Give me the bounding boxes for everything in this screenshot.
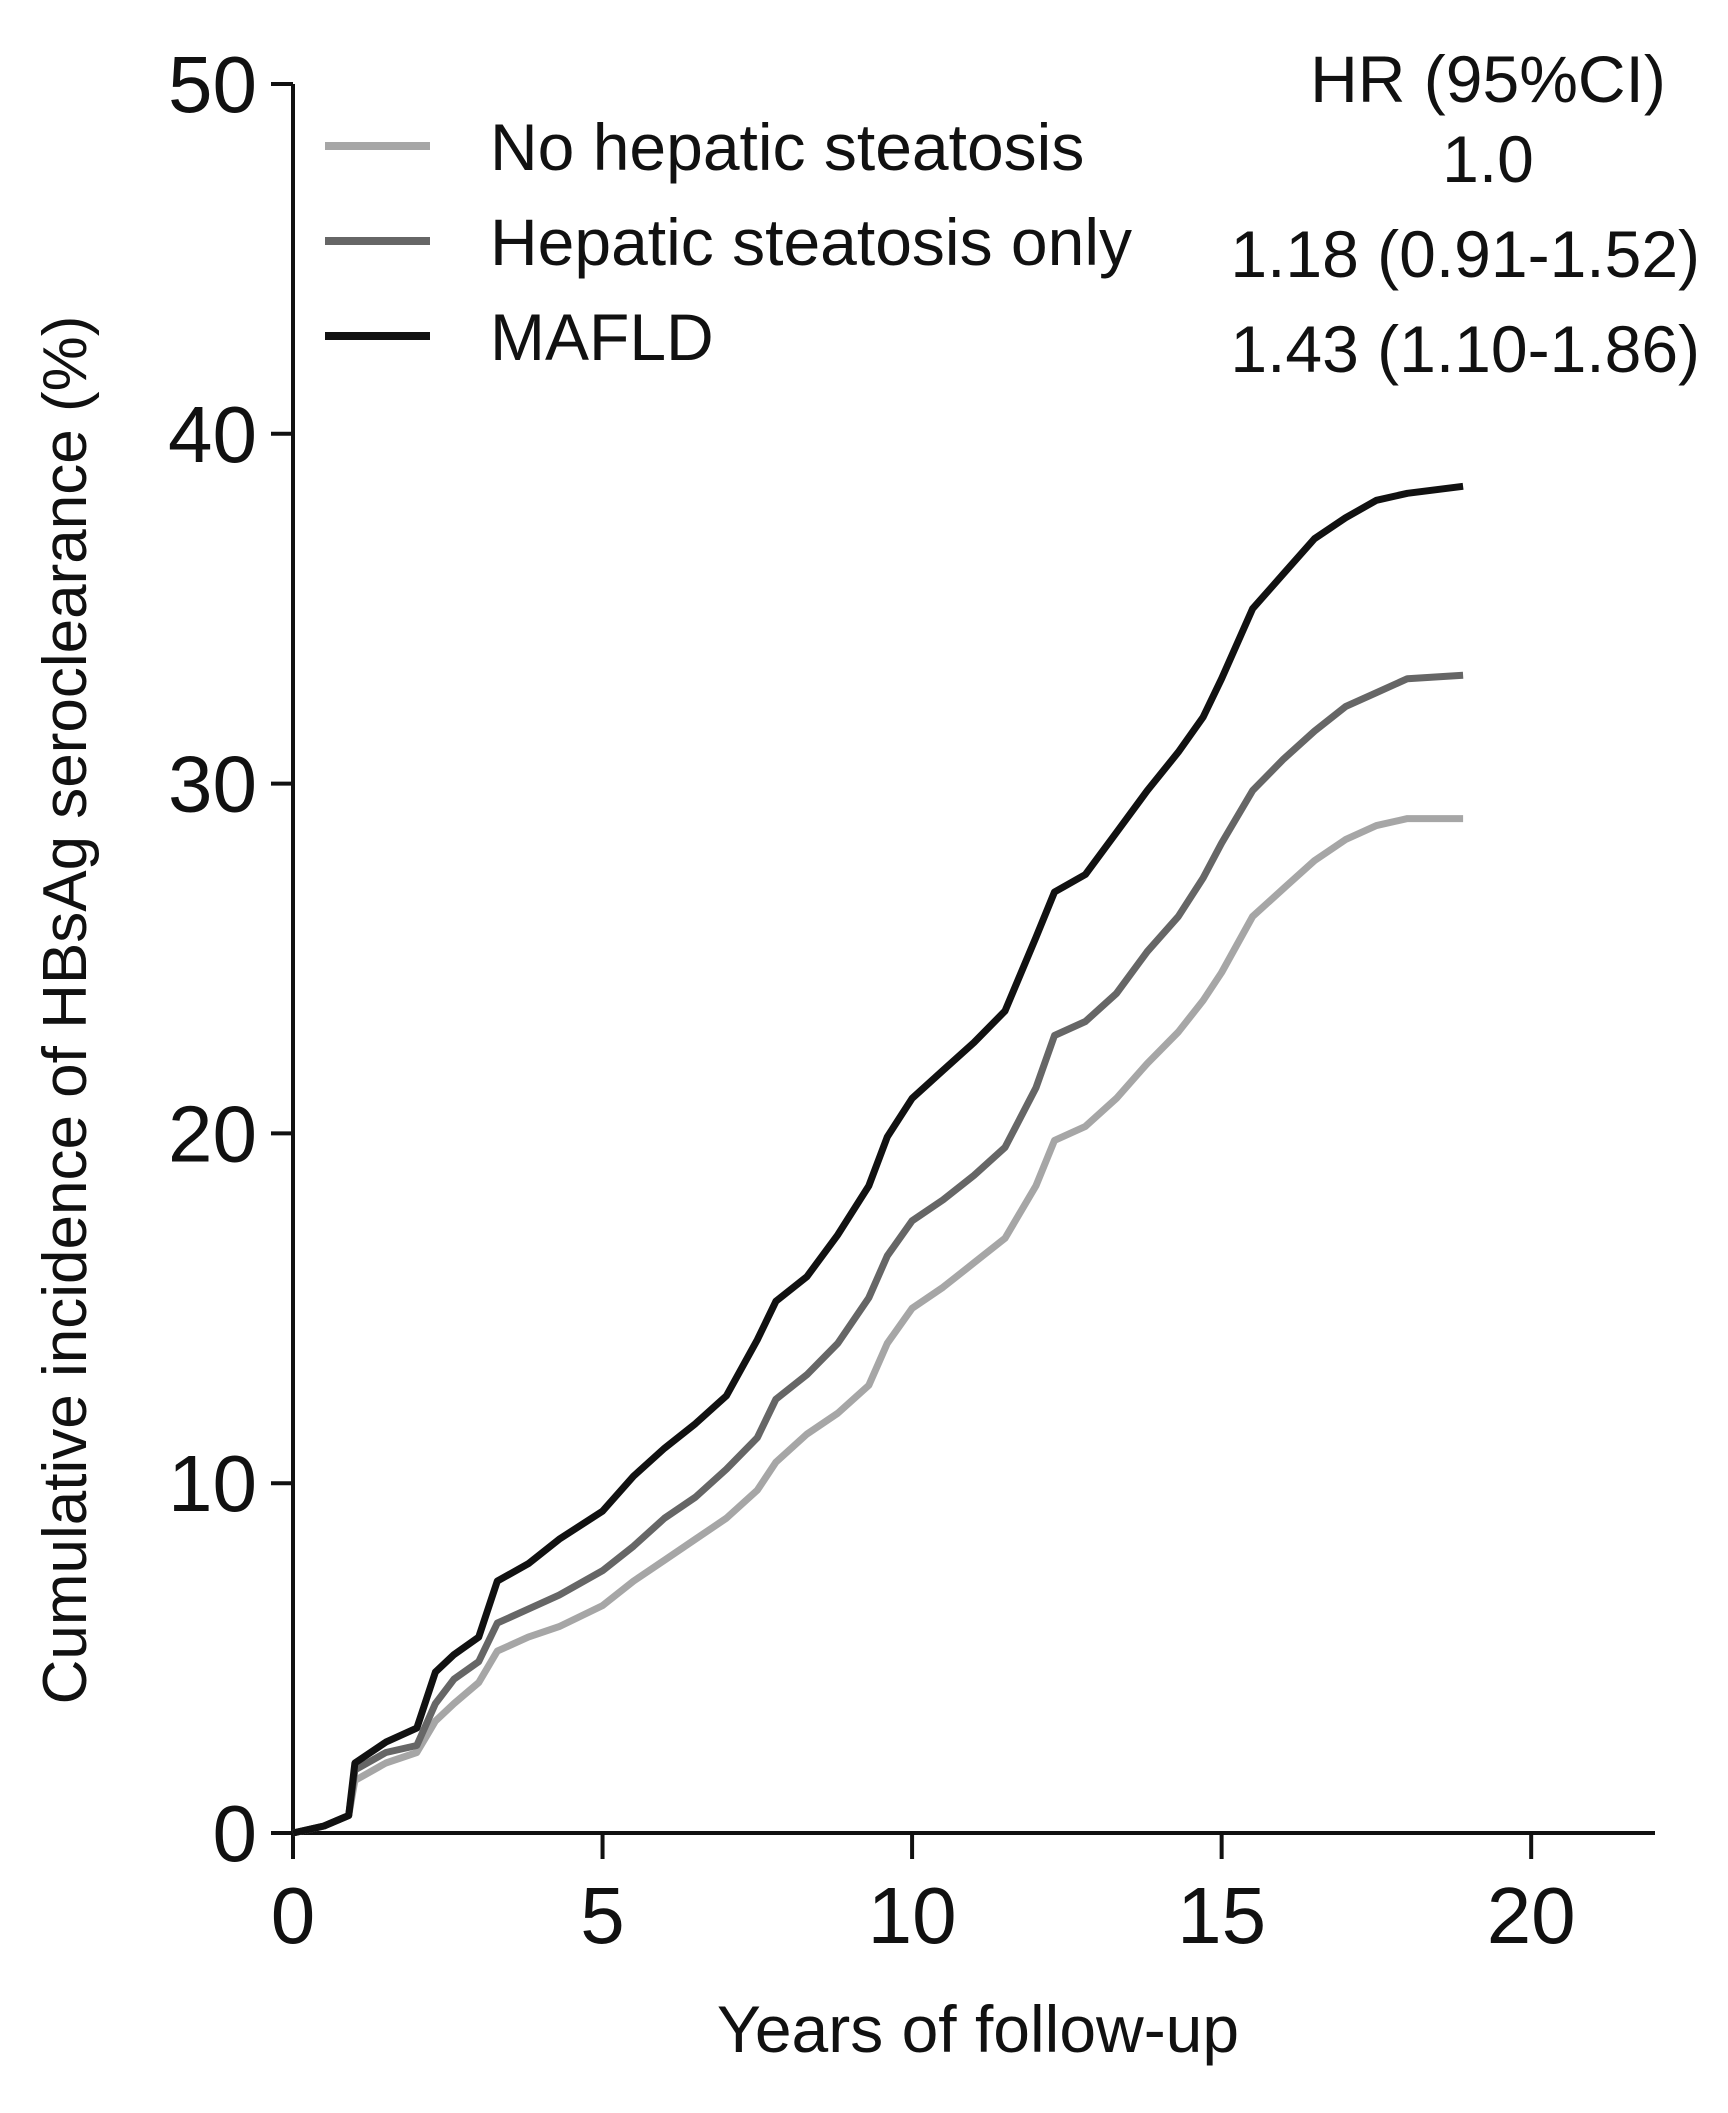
legend-label-3: MAFLD — [490, 300, 714, 374]
x-tick-label: 0 — [271, 1871, 316, 1960]
y-tick-label: 20 — [168, 1089, 257, 1178]
legend-label-2: Hepatic steatosis only — [490, 205, 1132, 279]
hr-header: HR (95%CI) — [1310, 42, 1666, 116]
x-tick-label: 15 — [1177, 1871, 1266, 1960]
y-tick-label: 0 — [213, 1789, 258, 1878]
hr-value-3: 1.43 (1.10-1.86) — [1230, 312, 1700, 386]
series-line-2 — [292, 671, 1464, 1837]
hr-value-2: 1.18 (0.91-1.52) — [1230, 217, 1700, 291]
y-tick-label: 10 — [168, 1439, 257, 1528]
legend-label-1: No hepatic steatosis — [490, 110, 1084, 184]
series-layer — [292, 482, 1464, 1837]
y-axis-title: Cumulative incidence of HBsAg serocleara… — [31, 316, 100, 1705]
x-axis-title: Years of follow-up — [717, 1992, 1239, 2066]
series-line-1 — [292, 815, 1464, 1837]
x-tick-label: 20 — [1487, 1871, 1576, 1960]
y-tick-label: 40 — [168, 390, 257, 479]
y-tick-label: 50 — [168, 40, 257, 129]
x-tick-label: 10 — [868, 1871, 957, 1960]
x-tick-label: 5 — [580, 1871, 625, 1960]
series-line-3 — [292, 482, 1464, 1837]
legend: HR (95%CI) No hepatic steatosis 1.0 Hepatic… — [325, 42, 1700, 386]
axes: 0 10 20 30 40 50 0 5 10 15 20 — [168, 40, 1655, 1960]
y-tick-label: 30 — [168, 740, 257, 829]
hr-value-1: 1.0 — [1442, 122, 1534, 196]
